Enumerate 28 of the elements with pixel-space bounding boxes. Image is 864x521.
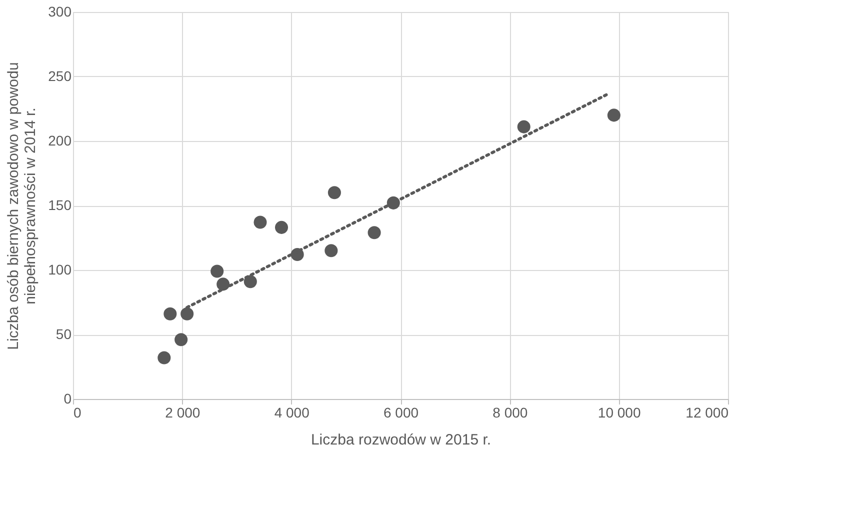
y-tick-label: 0: [64, 390, 72, 406]
point: [517, 120, 530, 134]
y-tick-label: 50: [56, 326, 72, 342]
y-tick-label: 250: [48, 68, 72, 84]
x-tick-label: 2 000: [165, 404, 200, 420]
point: [158, 351, 171, 364]
point: [180, 307, 194, 320]
x-tick-label: 10 000: [598, 404, 641, 420]
y-tick-label: 150: [48, 197, 72, 213]
point: [328, 186, 341, 200]
point: [164, 307, 177, 320]
point: [254, 216, 267, 229]
x-tick-label: 6 000: [383, 404, 419, 420]
x-axis-title: Liczba rozwodów w 2015 r.: [310, 432, 492, 448]
y-tick-label: 200: [48, 132, 72, 148]
point: [210, 264, 224, 278]
point: [174, 333, 188, 346]
point: [274, 220, 288, 234]
y-tick-label: 300: [48, 4, 72, 20]
x-tick-label: 12 000: [686, 404, 729, 420]
point: [244, 275, 257, 288]
x-tick-label: 8 000: [492, 404, 528, 420]
y-axis-title: Liczba osób biernych zawodowo w powodu niepełnosprawności w 2014 r.: [5, 62, 40, 350]
point: [607, 108, 620, 122]
y-tick-label: 100: [48, 262, 72, 278]
point: [368, 226, 381, 240]
point: [324, 244, 338, 258]
x-tick-label: 4 000: [274, 404, 310, 420]
